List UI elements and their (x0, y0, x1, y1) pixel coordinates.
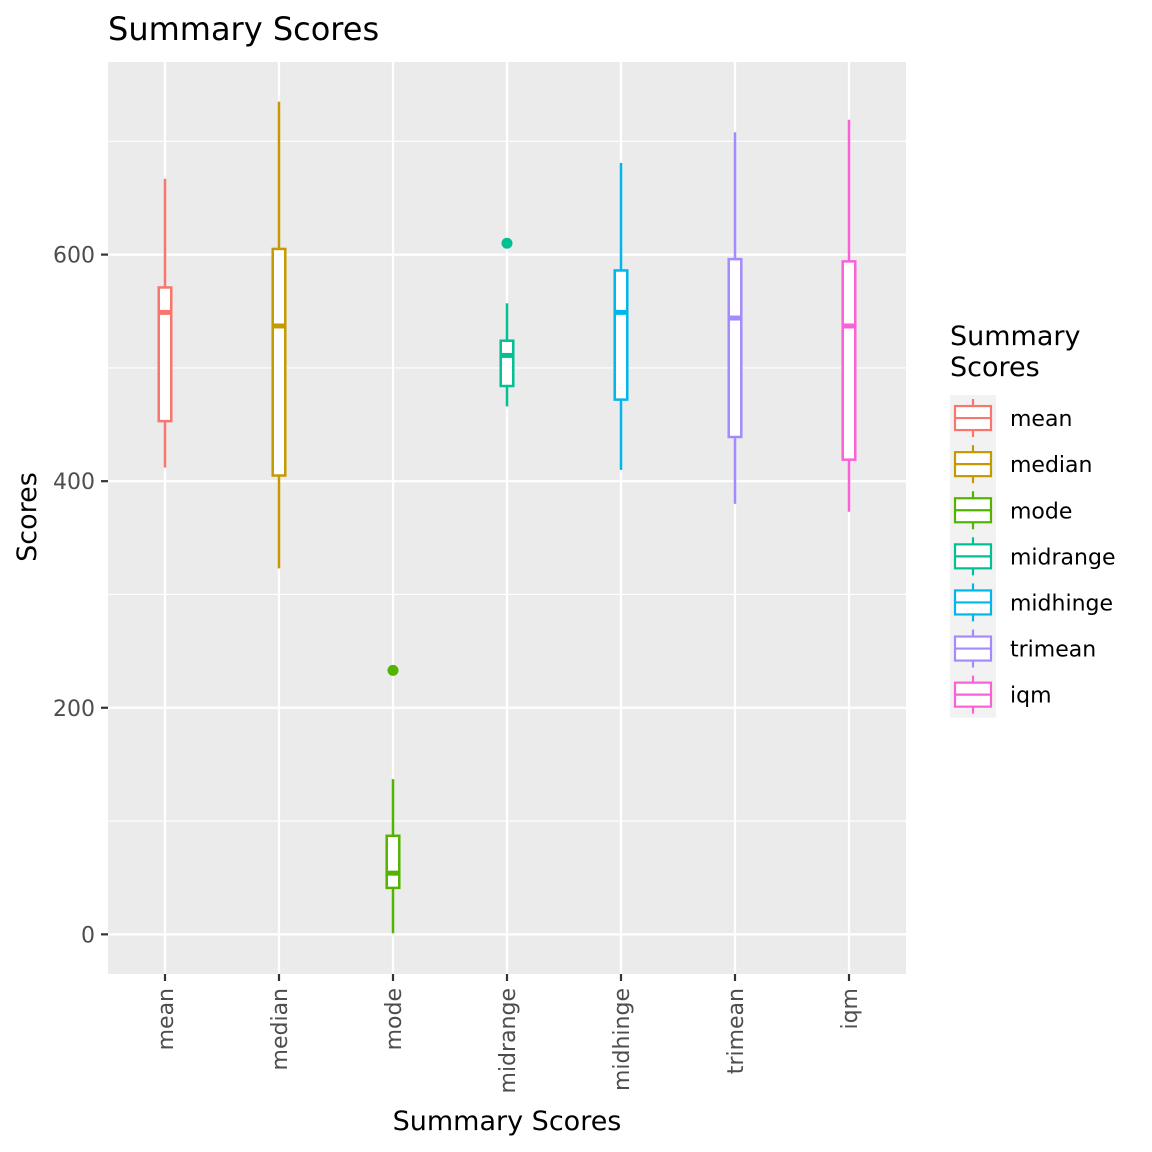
legend-item-mode: mode (953, 491, 1072, 530)
legend-item-mean: mean (953, 399, 1072, 438)
x-tick-label: trimean (724, 988, 749, 1074)
chart-title: Summary Scores (108, 10, 379, 48)
box-iqr (499, 339, 515, 388)
x-tick-label: mean (154, 988, 179, 1050)
legend-title-line: Scores (950, 352, 1040, 383)
box-iqr (271, 247, 287, 477)
y-tick-label: 600 (53, 244, 95, 269)
box-trimean (727, 132, 743, 504)
legend-label: median (1010, 453, 1092, 478)
box-iqr (841, 260, 857, 461)
y-tick-label: 400 (53, 470, 95, 495)
box-iqr (613, 269, 629, 401)
x-tick-label: median (268, 988, 293, 1070)
x-axis: mean median mode midrange midhinge trimean iqm (154, 974, 863, 1093)
x-tick-label: midrange (496, 988, 521, 1093)
box-iqm (841, 119, 857, 512)
x-tick-label: iqm (838, 988, 863, 1030)
legend-label: mean (1010, 407, 1072, 432)
legend-label: midrange (1010, 545, 1115, 570)
x-tick-label: mode (382, 988, 407, 1050)
legend-title-line: Summary (950, 321, 1080, 352)
legend-label: midhinge (1010, 591, 1113, 616)
legend-item-midhinge: midhinge (953, 583, 1113, 622)
y-tick-label: 200 (53, 697, 95, 722)
legend-item-iqm: iqm (953, 675, 1052, 714)
outlier-point (501, 237, 513, 249)
legend-label: iqm (1010, 684, 1052, 709)
box-iqr (157, 286, 173, 423)
legend-label: trimean (1010, 638, 1096, 663)
legend-item-median: median (953, 445, 1092, 484)
legend-item-trimean: trimean (953, 629, 1096, 668)
box-midrange (499, 237, 515, 407)
legend-label: mode (1010, 499, 1072, 524)
box-mean (157, 178, 173, 468)
y-axis-title: Scores (12, 472, 43, 562)
box-iqr (727, 257, 743, 439)
plot-panel (108, 62, 906, 974)
x-tick-label: midhinge (610, 988, 635, 1091)
box-midhinge (613, 162, 629, 470)
box-median (271, 101, 287, 569)
box-iqr (385, 834, 401, 890)
x-axis-title: Summary Scores (393, 1106, 622, 1137)
box-mode (385, 664, 401, 934)
y-axis: 0 200 400 600 (53, 244, 108, 948)
y-tick-label: 0 (81, 923, 95, 948)
outlier-point (387, 664, 399, 676)
legend-item-midrange: midrange (953, 537, 1115, 576)
